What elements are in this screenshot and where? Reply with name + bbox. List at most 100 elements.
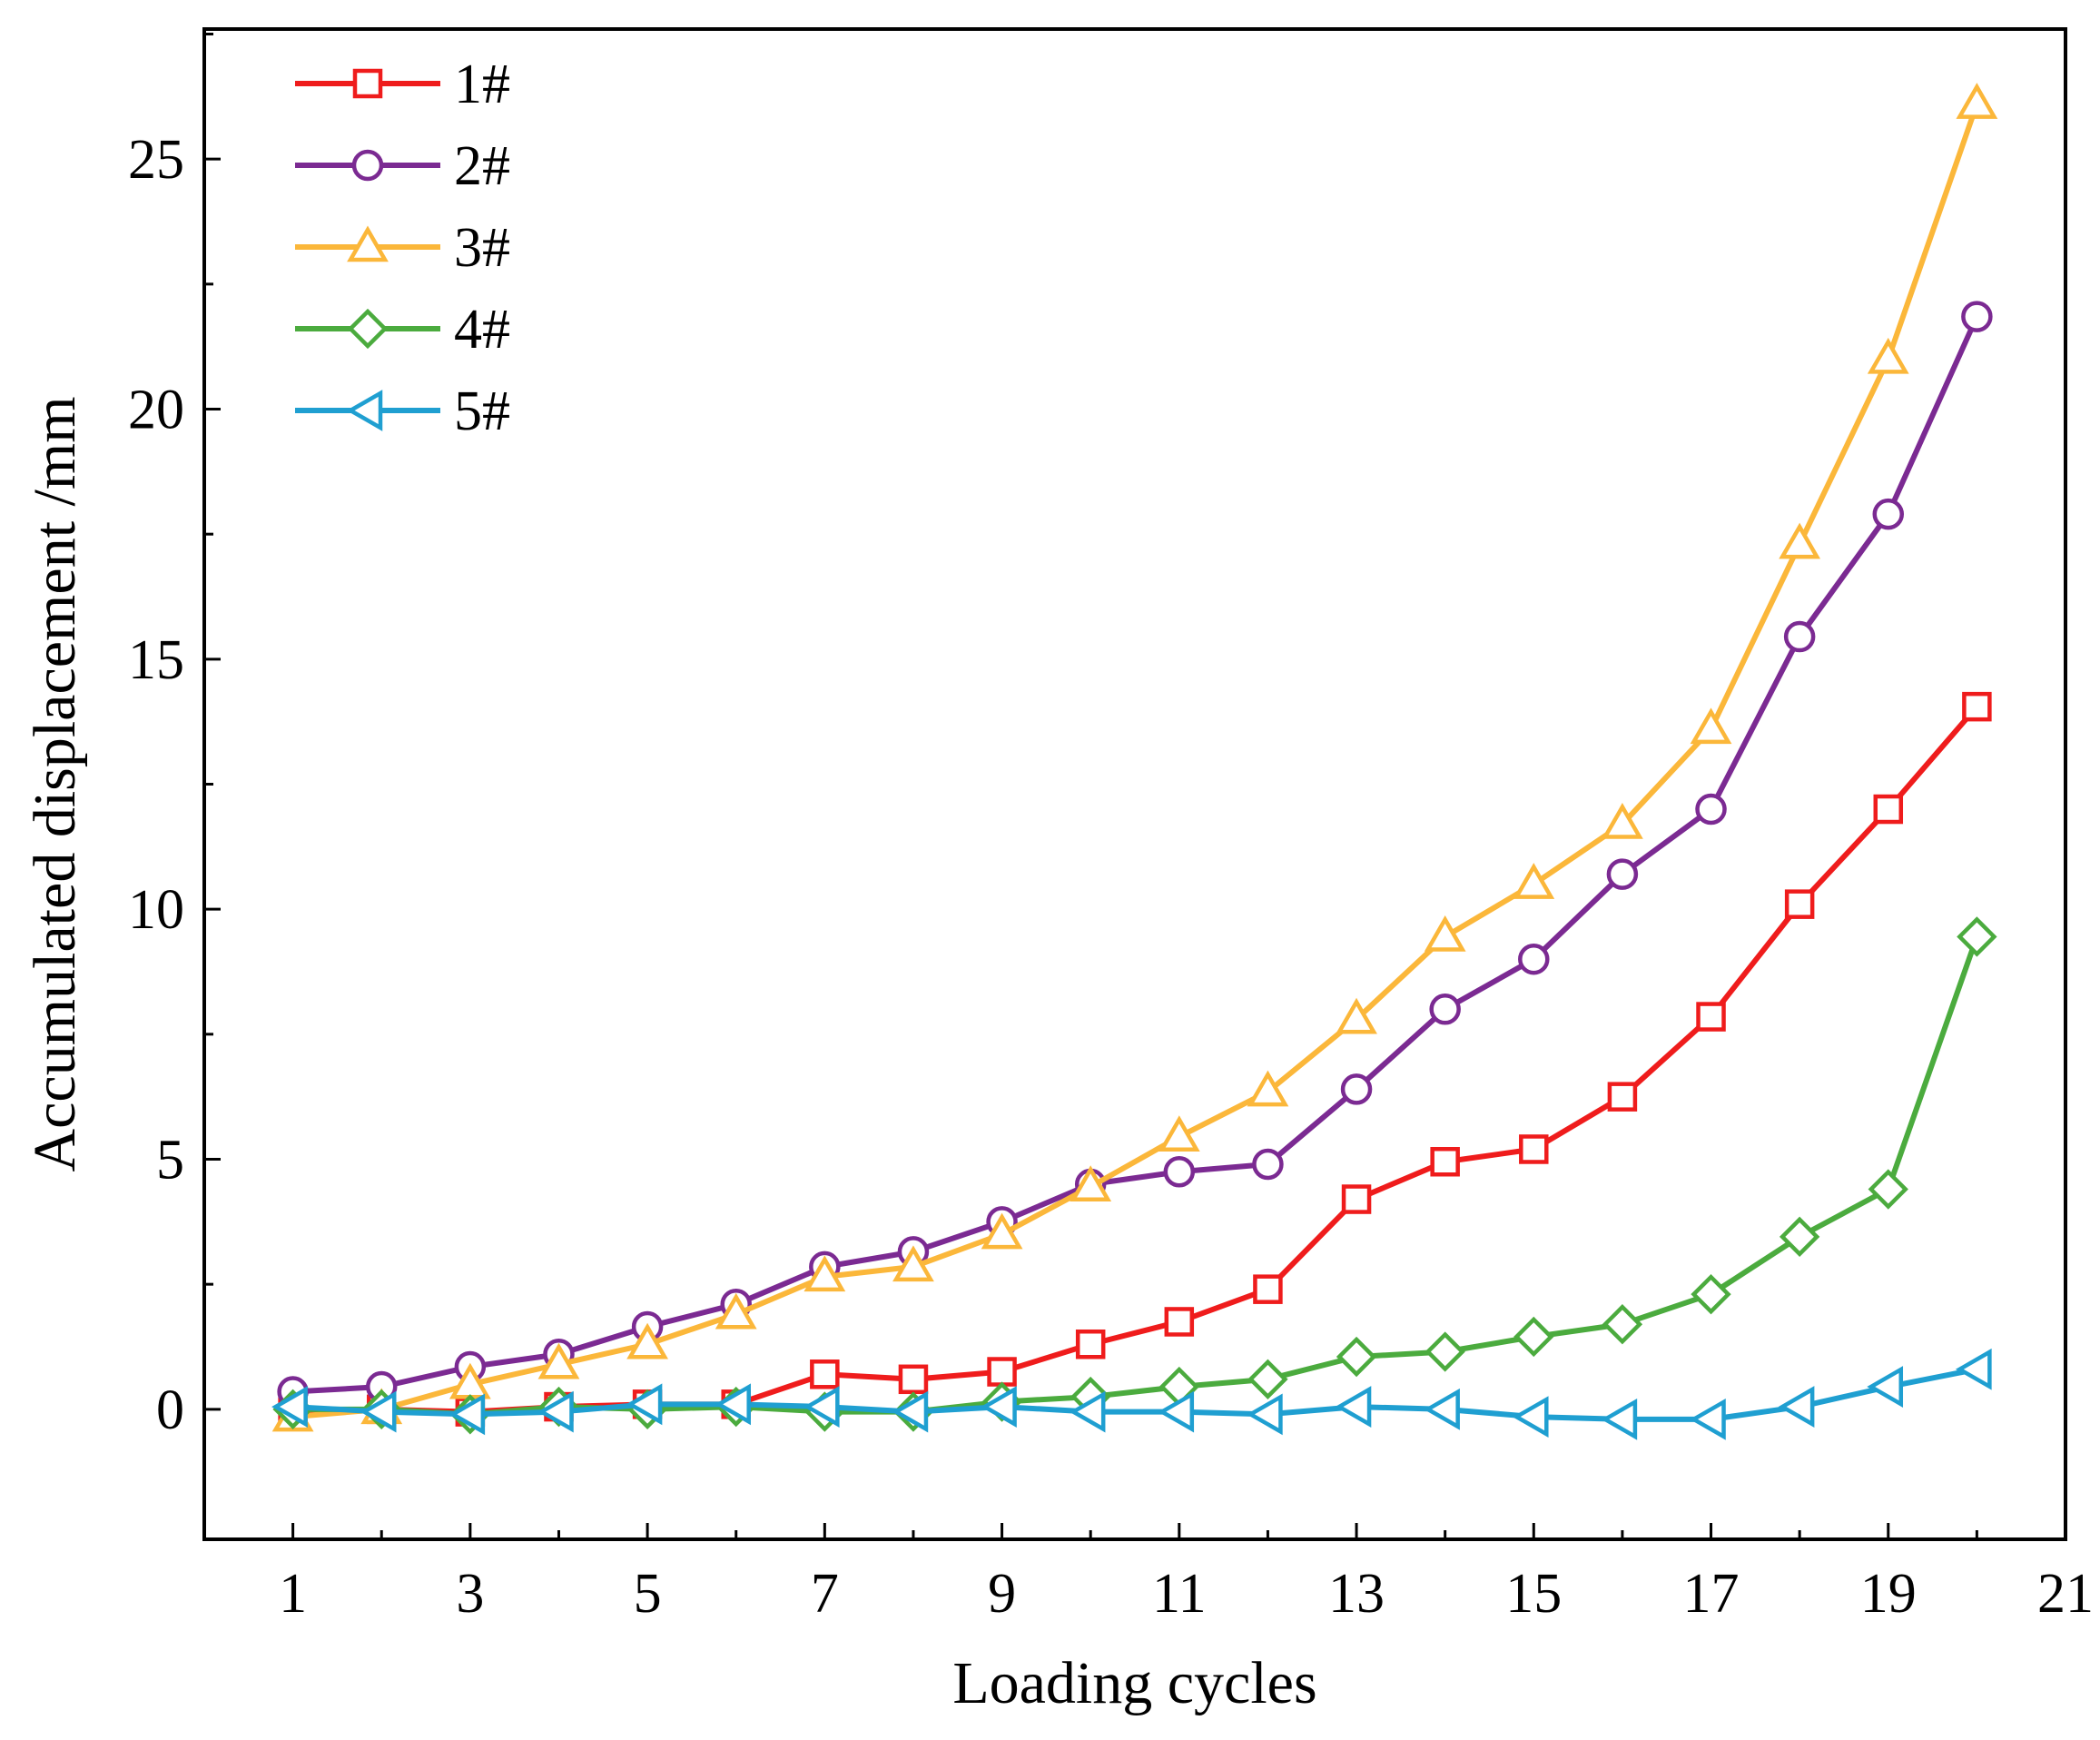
data-point <box>1252 1148 1284 1181</box>
series-line <box>292 315 1980 1395</box>
data-point <box>1956 83 1998 119</box>
series-line <box>292 103 1980 1420</box>
x-tick-label: 15 <box>1505 1563 1562 1625</box>
data-point <box>1602 1304 1643 1345</box>
data-point <box>360 1390 397 1433</box>
x-tick-label: 7 <box>811 1563 839 1625</box>
data-point <box>1606 858 1639 890</box>
data-point <box>1336 997 1377 1034</box>
data-point <box>1778 1386 1815 1428</box>
x-tick-label: 3 <box>456 1563 484 1625</box>
legend-label: 1# <box>454 54 510 115</box>
legend-item: 2# <box>295 135 510 197</box>
legend-item: 5# <box>295 381 510 442</box>
data-point <box>1779 1216 1820 1258</box>
legend-label: 2# <box>454 135 510 197</box>
legend-marker <box>347 308 389 350</box>
data-point <box>892 1245 934 1282</box>
y-tick-label: 10 <box>128 879 184 941</box>
data-point <box>1335 1386 1372 1428</box>
data-point <box>803 1386 840 1428</box>
data-point <box>1690 707 1732 745</box>
data-point <box>804 1255 846 1292</box>
x-tick-label: 1 <box>279 1563 307 1625</box>
legend-label: 3# <box>454 217 510 279</box>
x-axis-label: Loading cycles <box>952 1650 1316 1716</box>
data-point <box>1873 794 1904 825</box>
data-point <box>1961 301 1993 332</box>
data-point <box>1513 863 1555 899</box>
legend-label: 4# <box>454 299 510 361</box>
data-point <box>1163 1156 1196 1188</box>
x-tick-label: 11 <box>1152 1563 1207 1625</box>
legend-item: 1# <box>295 54 510 115</box>
series-layer <box>271 83 1998 1440</box>
data-point <box>537 1390 574 1433</box>
y-tick-label: 0 <box>156 1379 184 1441</box>
data-point <box>715 1292 757 1330</box>
data-point <box>1607 1082 1638 1112</box>
data-point <box>1602 803 1643 839</box>
data-point <box>1253 1274 1283 1304</box>
data-point <box>1783 620 1816 653</box>
legend-item: 4# <box>295 299 510 361</box>
legend: 1# 2# 3# 4# 5# <box>295 54 510 442</box>
x-tick-label: 21 <box>2037 1563 2094 1625</box>
data-point <box>892 1390 929 1433</box>
data-point <box>626 1383 663 1426</box>
data-point <box>1957 916 1997 957</box>
data-point <box>1424 914 1466 952</box>
data-point <box>1158 1115 1200 1152</box>
data-point <box>1872 498 1905 530</box>
x-tick-label: 17 <box>1683 1563 1740 1625</box>
data-point <box>1247 1359 1288 1399</box>
y-tick-label: 25 <box>128 129 184 191</box>
legend-item: 3# <box>295 217 510 279</box>
data-point <box>981 1386 1017 1428</box>
y-tick-label: 20 <box>128 380 184 441</box>
data-point <box>1336 1336 1377 1378</box>
data-point <box>1695 793 1727 826</box>
data-point <box>1424 1388 1460 1430</box>
legend-label: 5# <box>454 381 510 442</box>
legend-marker <box>351 149 384 182</box>
series-5 <box>271 1348 1992 1440</box>
data-point <box>898 1364 929 1395</box>
x-axis-ticks: 1 3 5 7 9 11 13 15 17 19 21 <box>279 1523 2094 1625</box>
data-point <box>1779 522 1821 559</box>
data-point <box>1955 1348 1992 1390</box>
data-point <box>1691 1273 1731 1315</box>
data-point <box>987 1357 1017 1387</box>
x-tick-label: 13 <box>1328 1563 1385 1625</box>
x-tick-label: 9 <box>988 1563 1016 1625</box>
data-point <box>1070 1165 1112 1202</box>
data-point <box>1425 1331 1465 1372</box>
data-point <box>537 1342 580 1379</box>
legend-marker <box>346 390 383 431</box>
data-point <box>1069 1390 1106 1433</box>
data-point <box>1429 994 1461 1025</box>
data-point <box>1512 1396 1549 1438</box>
legend-marker <box>347 225 389 262</box>
data-point <box>715 1383 751 1426</box>
y-tick-label: 5 <box>156 1129 184 1191</box>
data-point <box>1867 337 1909 374</box>
data-point <box>810 1359 840 1389</box>
data-point <box>1601 1398 1638 1440</box>
data-point <box>1868 1169 1908 1210</box>
data-point <box>449 1393 486 1436</box>
legend-marker <box>352 68 383 99</box>
data-point <box>1962 691 1992 722</box>
data-point <box>1341 1184 1372 1214</box>
y-axis-ticks: 0 5 10 15 20 25 <box>128 33 221 1441</box>
data-point <box>981 1212 1023 1250</box>
y-tick-label: 15 <box>128 629 184 691</box>
data-point <box>1513 1316 1554 1358</box>
data-point <box>1340 1073 1373 1105</box>
data-point <box>1075 1329 1106 1359</box>
data-point <box>1430 1147 1460 1177</box>
data-point <box>1247 1070 1289 1107</box>
x-tick-label: 19 <box>1860 1563 1917 1625</box>
data-point <box>1696 1002 1726 1032</box>
